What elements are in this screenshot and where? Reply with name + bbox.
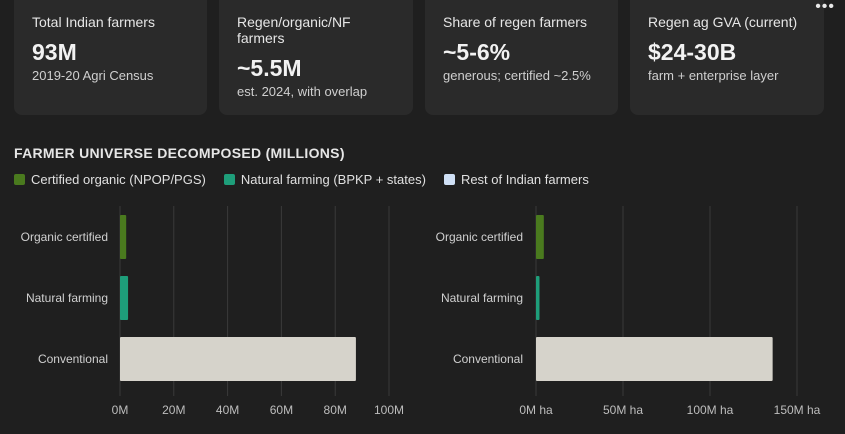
y-category-label: Conventional — [453, 352, 523, 366]
legend-swatch — [223, 174, 235, 185]
legend-swatch — [443, 174, 455, 185]
x-tick-label: 40M — [216, 403, 239, 417]
stat-card-regen-share: Share of regen farmers ~5-6% generous; c… — [425, 0, 618, 115]
more-horizontal-icon[interactable]: ••• — [815, 0, 835, 15]
legend-item: Certified organic (NPOP/PGS) — [14, 172, 206, 187]
legend-label: Rest of Indian farmers — [460, 172, 589, 187]
x-tick-label: 0M ha — [519, 403, 553, 417]
legend-item: Natural farming (BPKP + states) — [223, 172, 426, 187]
x-tick-label: 50M ha — [603, 403, 643, 417]
stat-card-total-farmers: Total Indian farmers 93M 2019-20 Agri Ce… — [14, 0, 207, 115]
bar-conventional — [536, 337, 773, 381]
card-value: $24-30B — [648, 39, 737, 65]
x-tick-label: 100M ha — [687, 403, 734, 417]
x-tick-label: 60M — [270, 403, 293, 417]
chart-legend: Certified organic (NPOP/PGS) Natural far… — [14, 172, 589, 187]
legend-item: Rest of Indian farmers — [443, 172, 589, 187]
card-value: ~5-6% — [443, 39, 511, 65]
y-category-label: Natural farming — [441, 291, 523, 305]
x-tick-label: 20M — [162, 403, 185, 417]
x-tick-label: 150M ha — [774, 403, 821, 417]
farmers-bar-chart: 0M 20M 40M 60M 80M 100M Organic certified Natur… — [21, 206, 404, 417]
bar-natural-farming — [536, 276, 540, 320]
x-tick-label: 0M — [112, 403, 129, 417]
card-sub: farm + enterprise layer — [648, 68, 779, 83]
card-value: ~5.5M — [237, 55, 302, 81]
y-category-label: Conventional — [38, 352, 108, 366]
bar-natural-farming — [120, 276, 129, 320]
bar-conventional — [120, 337, 356, 381]
legend-label: Natural farming (BPKP + states) — [240, 172, 426, 187]
y-category-label: Organic certified — [436, 230, 523, 244]
stat-card-regen-farmers: Regen/organic/NF farmers ~5.5M est. 2024… — [219, 0, 413, 115]
section-title: FARMER UNIVERSE DECOMPOSED (MILLIONS) — [14, 145, 345, 161]
card-label: Regen ag GVA (current) — [648, 14, 798, 30]
x-tick-label: 80M — [324, 403, 347, 417]
card-sub: 2019-20 Agri Census — [32, 68, 154, 83]
card-sub: generous; certified ~2.5% — [443, 68, 591, 83]
card-label: Share of regen farmers — [443, 14, 587, 30]
card-label: Regen/organic/NF farmers — [237, 14, 351, 46]
legend-swatch — [14, 174, 25, 185]
stat-card-regen-gva: Regen ag GVA (current) $24-30B farm + en… — [630, 0, 824, 115]
y-category-label: Natural farming — [26, 291, 108, 305]
x-tick-label: 100M — [374, 403, 404, 417]
y-category-label: Organic certified — [21, 230, 108, 244]
card-value: 93M — [32, 39, 77, 65]
bar-organic-certified — [536, 215, 544, 259]
card-sub: est. 2024, with overlap — [237, 84, 368, 99]
area-bar-chart: 0M ha 50M ha 100M ha 150M ha Organic certifi… — [436, 206, 821, 417]
card-label: Total Indian farmers — [32, 14, 155, 30]
legend-label: Certified organic (NPOP/PGS) — [31, 172, 206, 187]
bar-organic-certified — [120, 215, 127, 259]
